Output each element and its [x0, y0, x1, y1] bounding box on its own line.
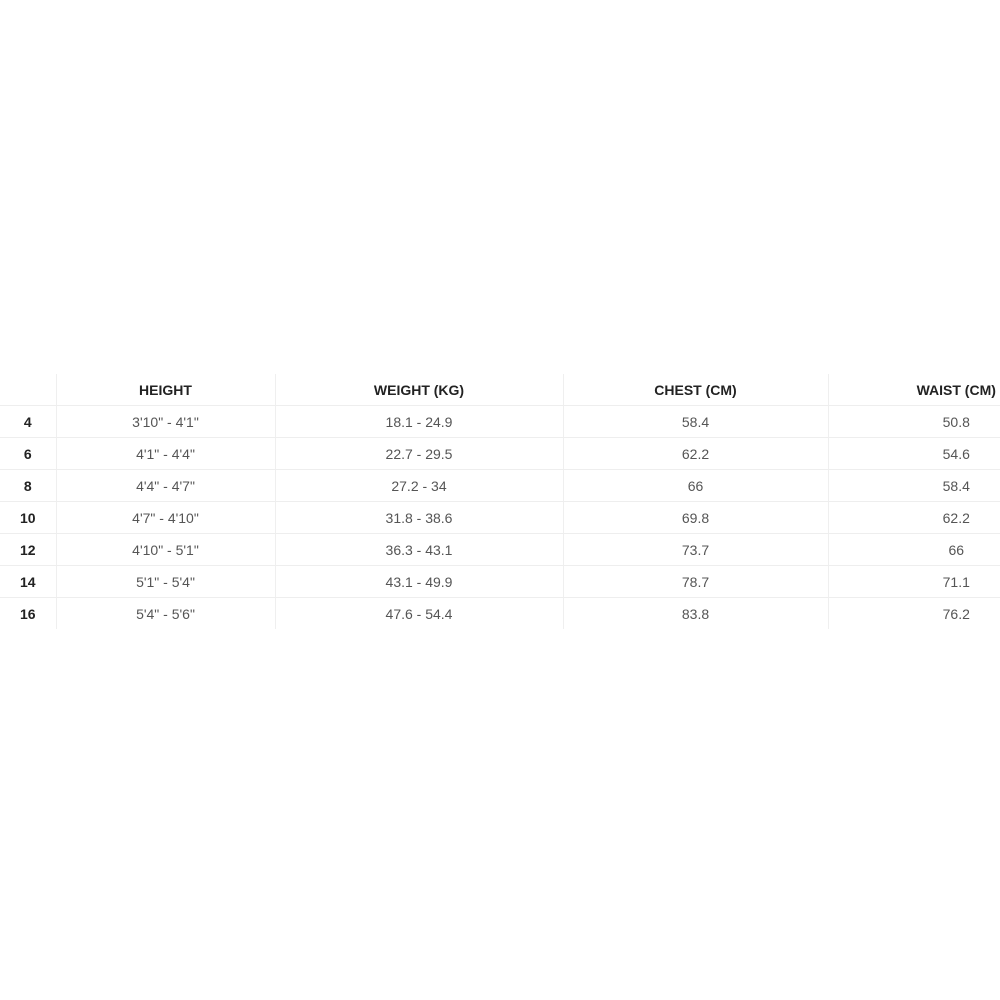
cell-height: 3'10" - 4'1" — [55, 405, 275, 438]
cell-weight: 47.6 - 54.4 — [274, 597, 563, 629]
cell-size: 6 — [0, 437, 56, 470]
cell-size: 16 — [19, 605, 36, 622]
table-row: 10 4'7" - 4'10" 31.8 - 38.6 69.8 62.2 — [0, 501, 1000, 534]
cell-height: 4'10" - 5'1" — [55, 533, 275, 566]
header-row: HEIGHT WEIGHT (KG) CHEST (CM) WAIST (CM) — [0, 374, 1000, 406]
cell-weight: 31.8 - 38.6 — [274, 501, 563, 534]
cell-waist: 54.6 — [827, 437, 1000, 470]
column-header-size — [0, 374, 56, 406]
cell-waist: 66 — [827, 533, 1000, 566]
table-row: 12 4'10" - 5'1" 36.3 - 43.1 73.7 66 — [0, 533, 1000, 566]
cell-height: 5'4" - 5'6" — [55, 597, 275, 629]
cell-waist: 58.4 — [827, 469, 1000, 502]
cell-weight: 43.1 - 49.9 — [274, 565, 563, 598]
cell-size: 12 — [0, 533, 56, 566]
cell-size: 4 — [0, 405, 56, 438]
cell-chest: 73.7 — [562, 533, 828, 566]
cell-chest: 66 — [562, 469, 828, 502]
cell-chest: 69.8 — [562, 501, 828, 534]
cell-weight: 36.3 - 43.1 — [274, 533, 563, 566]
cell-size: 8 — [0, 469, 56, 502]
cell-waist: 71.1 — [827, 565, 1000, 598]
table-row: 8 4'4" - 4'7" 27.2 - 34 66 58.4 — [0, 469, 1000, 502]
cell-chest: 78.7 — [562, 565, 828, 598]
cell-size: 14 — [0, 565, 56, 598]
cell-height: 4'1" - 4'4" — [55, 437, 275, 470]
column-header-weight: WEIGHT (KG) — [274, 374, 563, 406]
cell-height: 4'7" - 4'10" — [55, 501, 275, 534]
cell-height: 5'1" - 5'4" — [55, 565, 275, 598]
cell-size: 10 — [0, 501, 56, 534]
cell-height: 4'4" - 4'7" — [55, 469, 275, 502]
cell-waist: 62.2 — [827, 501, 1000, 534]
cell-weight: 18.1 - 24.9 — [274, 405, 563, 438]
column-header-height: HEIGHT — [55, 374, 275, 406]
table-row: 4 3'10" - 4'1" 18.1 - 24.9 58.4 50.8 — [0, 405, 1000, 438]
cell-chest: 58.4 — [562, 405, 828, 438]
column-header-chest: CHEST (CM) — [562, 374, 828, 406]
cell-weight: 27.2 - 34 — [274, 469, 563, 502]
column-header-waist: WAIST (CM) — [827, 374, 1000, 406]
cell-weight: 22.7 - 29.5 — [274, 437, 563, 470]
table-row: 14 5'1" - 5'4" 43.1 - 49.9 78.7 71.1 — [0, 565, 1000, 598]
table-row: 16 5'4" - 5'6" 47.6 - 54.4 83.8 76.2 — [0, 597, 1000, 629]
cell-chest: 62.2 — [562, 437, 828, 470]
table-row: 6 4'1" - 4'4" 22.7 - 29.5 62.2 54.6 — [0, 437, 1000, 470]
cell-chest: 83.8 — [562, 597, 828, 629]
cell-waist: 50.8 — [827, 405, 1000, 438]
cell-waist: 76.2 — [827, 597, 1000, 629]
